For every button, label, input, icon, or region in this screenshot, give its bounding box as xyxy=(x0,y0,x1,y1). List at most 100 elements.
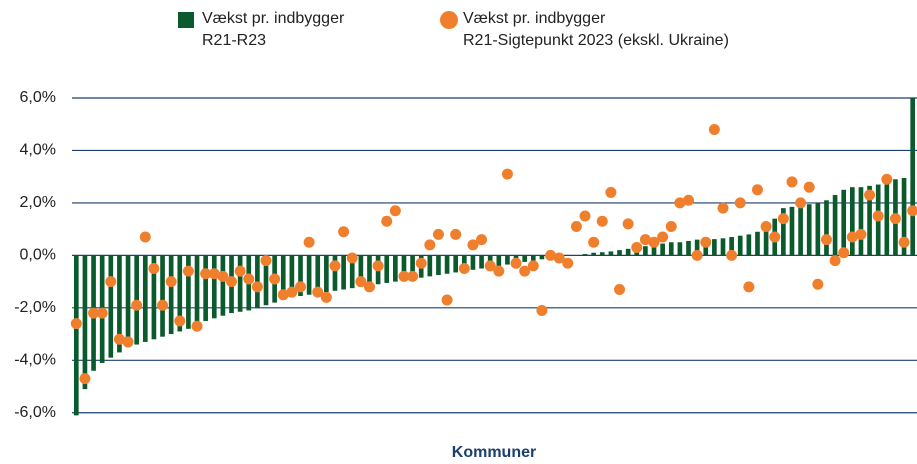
dot xyxy=(657,231,669,243)
bar xyxy=(832,195,838,256)
dot xyxy=(398,270,410,282)
dot xyxy=(726,249,738,261)
y-tick-label: -6,0% xyxy=(14,404,56,421)
dot xyxy=(389,205,401,217)
dot xyxy=(122,336,134,348)
dot xyxy=(329,260,341,272)
dot xyxy=(217,270,229,282)
legend-swatch xyxy=(178,12,194,28)
bar xyxy=(341,255,346,290)
bar xyxy=(142,255,148,342)
legend-swatch xyxy=(440,11,458,29)
dot xyxy=(303,236,315,248)
bar xyxy=(798,205,803,256)
bar xyxy=(453,255,459,273)
bar xyxy=(186,255,191,329)
bar xyxy=(755,231,760,256)
dot xyxy=(476,234,488,246)
bar xyxy=(211,255,217,319)
dot xyxy=(363,281,375,293)
dot xyxy=(907,205,917,217)
y-tick-label: 2,0% xyxy=(20,194,56,211)
bar xyxy=(436,255,441,276)
bar xyxy=(203,255,208,321)
bar xyxy=(539,255,545,260)
dot xyxy=(889,213,901,225)
bar xyxy=(522,255,528,262)
dot xyxy=(148,262,160,274)
dot xyxy=(174,315,186,327)
dot xyxy=(484,260,496,272)
dot xyxy=(777,213,789,225)
dot xyxy=(415,257,427,269)
bar xyxy=(815,202,821,256)
bar xyxy=(625,248,631,256)
y-tick-label: 6,0% xyxy=(20,89,56,106)
dot xyxy=(838,247,850,259)
dot xyxy=(596,215,608,227)
dot xyxy=(708,123,720,135)
bar xyxy=(496,255,502,266)
dot xyxy=(70,318,82,330)
dot xyxy=(432,228,444,240)
dot xyxy=(683,194,695,206)
bar xyxy=(677,242,683,256)
bar xyxy=(393,255,398,282)
bar xyxy=(470,255,476,270)
bar xyxy=(237,255,243,312)
bar xyxy=(737,235,743,256)
dot xyxy=(493,265,505,277)
dot xyxy=(812,278,824,290)
dot xyxy=(631,242,643,254)
bar xyxy=(194,255,200,324)
dot xyxy=(527,260,539,272)
dot xyxy=(864,189,876,201)
dot xyxy=(648,236,660,248)
dot xyxy=(165,276,177,288)
bar xyxy=(858,187,864,256)
dot xyxy=(881,173,893,185)
dot xyxy=(898,236,910,248)
dot xyxy=(820,234,832,246)
bar xyxy=(746,234,752,256)
dot xyxy=(234,265,246,277)
dot xyxy=(269,273,281,285)
bar xyxy=(160,255,165,337)
dot xyxy=(743,281,755,293)
dot xyxy=(855,228,867,240)
dot xyxy=(320,291,332,303)
dot xyxy=(139,231,151,243)
bar xyxy=(298,255,303,297)
bar xyxy=(108,255,114,358)
dot xyxy=(846,231,858,243)
bar xyxy=(901,178,907,256)
bar xyxy=(324,255,329,293)
bar xyxy=(151,255,157,340)
dot xyxy=(760,221,772,233)
bar xyxy=(289,255,295,298)
bar xyxy=(315,255,321,294)
dot xyxy=(553,252,565,264)
dot xyxy=(665,221,677,233)
dot xyxy=(113,333,125,345)
bar xyxy=(168,255,174,335)
bar xyxy=(841,189,847,256)
bar xyxy=(125,255,131,348)
dot xyxy=(570,221,582,233)
dot xyxy=(286,286,298,298)
dot xyxy=(79,373,91,385)
bar xyxy=(367,255,372,286)
bar xyxy=(729,237,734,256)
bar xyxy=(651,244,657,256)
bar xyxy=(505,255,510,265)
bar xyxy=(332,255,338,291)
dot xyxy=(674,197,686,209)
bar xyxy=(668,242,674,256)
dot xyxy=(381,215,393,227)
dot xyxy=(467,239,479,251)
bar xyxy=(712,239,717,256)
dot xyxy=(786,176,798,188)
bar xyxy=(263,255,269,306)
legend-label: Vækst pr. indbygger R21-Sigtepunkt 2023 … xyxy=(463,10,729,49)
